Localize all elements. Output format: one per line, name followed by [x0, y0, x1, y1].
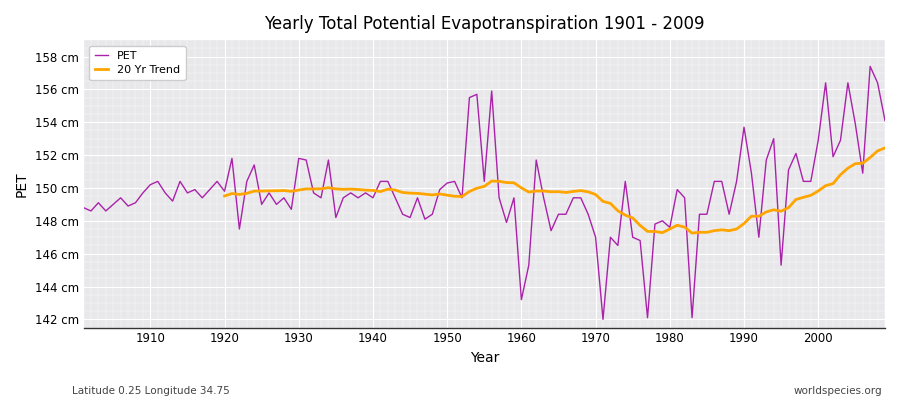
20 Yr Trend [687, 231, 698, 236]
Title: Yearly Total Potential Evapotranspiration 1901 - 2009: Yearly Total Potential Evapotranspiratio… [264, 15, 705, 33]
PET [516, 297, 526, 302]
PET [346, 190, 356, 195]
20 Yr Trend [776, 209, 787, 214]
PET [508, 196, 519, 200]
PET [865, 64, 876, 69]
Text: Latitude 0.25 Longitude 34.75: Latitude 0.25 Longitude 34.75 [72, 386, 230, 396]
20 Yr Trend [419, 192, 430, 196]
20 Yr Trend [219, 194, 230, 198]
PET [78, 205, 89, 210]
20 Yr Trend [858, 161, 868, 166]
20 Yr Trend [790, 197, 801, 202]
PET [598, 317, 608, 322]
X-axis label: Year: Year [470, 351, 499, 365]
PET [879, 118, 890, 123]
20 Yr Trend [879, 146, 890, 150]
20 Yr Trend [680, 225, 690, 230]
Line: 20 Yr Trend: 20 Yr Trend [224, 148, 885, 233]
Y-axis label: PET: PET [15, 171, 29, 197]
Line: PET: PET [84, 66, 885, 319]
PET [138, 190, 148, 195]
PET [612, 243, 623, 248]
Legend: PET, 20 Yr Trend: PET, 20 Yr Trend [89, 46, 185, 80]
Text: worldspecies.org: worldspecies.org [794, 386, 882, 396]
20 Yr Trend [308, 186, 319, 191]
PET [301, 158, 311, 162]
